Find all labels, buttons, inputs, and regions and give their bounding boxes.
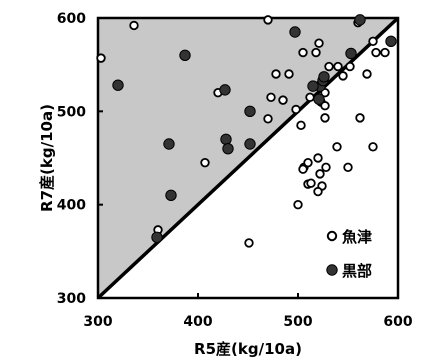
- data-point-filled: [345, 47, 357, 60]
- data-point-filled: [222, 142, 234, 155]
- data-point-filled: [112, 79, 124, 91]
- x-tick-label: 500: [283, 314, 312, 330]
- y-tick-label: 400: [57, 198, 86, 214]
- data-point-open: [311, 47, 321, 58]
- data-point-open: [332, 142, 342, 152]
- data-point-open: [303, 157, 313, 168]
- data-point-open: [293, 199, 303, 210]
- series-2: [112, 14, 397, 244]
- data-point-filled: [385, 35, 397, 48]
- data-point-filled: [318, 71, 330, 83]
- data-point-open: [306, 178, 316, 188]
- data-point-open: [321, 162, 331, 173]
- data-point-filled: [165, 189, 177, 202]
- y-axis-title: R7産(kg/10a): [38, 104, 56, 212]
- data-point-open: [298, 47, 308, 58]
- data-point-open: [315, 169, 325, 179]
- data-point-open: [263, 114, 273, 124]
- legend-marker-open: [326, 230, 338, 242]
- data-point-open: [291, 104, 301, 115]
- data-point-open: [362, 69, 372, 79]
- legend-marker-filled: [326, 264, 338, 276]
- data-point-open: [129, 20, 139, 31]
- data-point-open: [200, 157, 210, 168]
- data-points: [96, 14, 397, 248]
- data-point-open: [244, 238, 254, 248]
- data-point-open: [278, 95, 288, 105]
- data-point-open: [314, 38, 324, 48]
- data-point-filled: [244, 138, 256, 150]
- legend-label-uozu: 魚津: [342, 228, 372, 246]
- x-tick-label: 600: [383, 314, 412, 330]
- y-tick-label: 300: [57, 291, 86, 307]
- data-point-open: [338, 71, 348, 81]
- data-point-filled: [220, 133, 232, 146]
- data-point-filled: [354, 14, 366, 26]
- data-point-open: [368, 142, 378, 152]
- data-point-open: [345, 61, 355, 72]
- data-point-open: [355, 113, 365, 123]
- x-tick-label: 300: [83, 314, 112, 330]
- x-axis-title: R5産(kg/10a): [194, 340, 302, 358]
- data-point-open: [368, 36, 378, 47]
- data-point-open: [380, 47, 390, 58]
- data-point-filled: [313, 93, 325, 105]
- data-point-filled: [244, 105, 256, 118]
- data-point-open: [313, 153, 323, 163]
- data-point-open: [305, 92, 315, 103]
- data-point-open: [320, 113, 330, 123]
- x-tick-label: 400: [183, 314, 212, 330]
- data-point-filled: [179, 49, 191, 62]
- y-tick-label: 600: [57, 11, 86, 27]
- data-point-open: [296, 120, 306, 131]
- y-tick-label: 500: [57, 104, 86, 120]
- axes: 300 400 500 600 300 400 500 600 R5産(kg/10a) R7産(k…: [38, 11, 413, 358]
- data-point-open: [343, 162, 353, 173]
- data-point-filled: [219, 84, 231, 96]
- data-point-open: [284, 69, 294, 79]
- data-point-open: [371, 47, 381, 58]
- data-point-open: [271, 69, 281, 79]
- data-point-open: [324, 61, 334, 72]
- data-point-open: [263, 15, 273, 25]
- data-point-open: [266, 92, 276, 103]
- data-point-open: [333, 61, 343, 72]
- data-point-filled: [307, 80, 319, 92]
- data-point-filled: [289, 26, 301, 38]
- data-point-open: [96, 53, 106, 63]
- data-point-open: [313, 186, 323, 197]
- data-point-filled: [163, 138, 175, 150]
- legend-label-kurobe: 黒部: [342, 262, 372, 280]
- data-point-open: [320, 101, 330, 111]
- plot-area: [96, 16, 400, 300]
- data-point-filled: [151, 231, 163, 244]
- plot-frame: [96, 16, 400, 300]
- data-point-open: [298, 164, 308, 174]
